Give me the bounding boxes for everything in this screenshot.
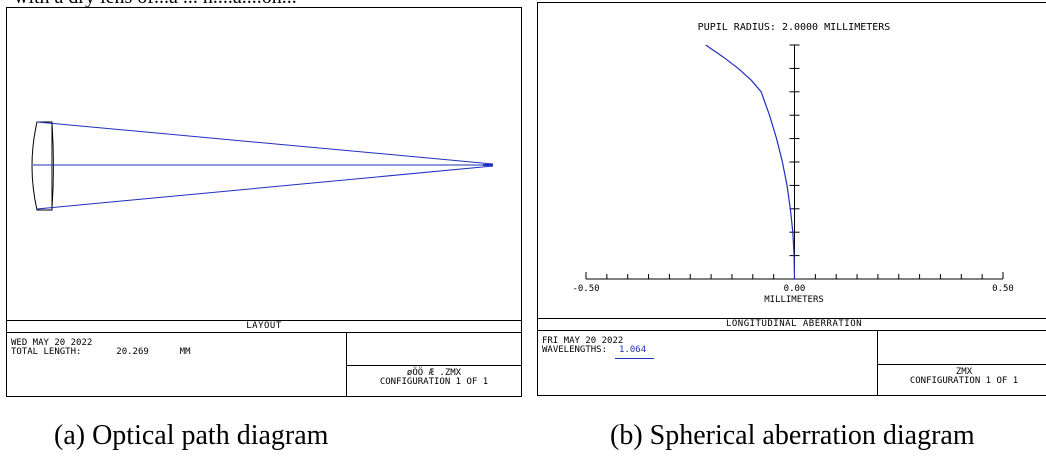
- aberration-panel: PUPIL RADIUS: 2.0000 MILLIMETERS -0.50 0.…: [537, 2, 1046, 396]
- caption-a: (a) Optical path diagram: [54, 420, 329, 451]
- aberration-configuration: CONFIGURATION 1 OF 1: [909, 376, 1019, 386]
- layout-info: WED MAY 20 2022 TOTAL LENGTH: 20.269 MM: [11, 339, 191, 357]
- x-tick-label: 0.50: [992, 284, 1014, 294]
- layout-title: LAYOUT: [7, 320, 521, 333]
- aberration-config-box: ZMX CONFIGURATION 1 OF 1: [878, 364, 1046, 395]
- layout-file-name: øÖÖ Æ .ZMX: [406, 368, 462, 378]
- caption-b: (b) Spherical aberration diagram: [610, 420, 975, 451]
- pupil-radius-label: PUPIL RADIUS: 2.0000 MILLIMETERS: [698, 22, 891, 33]
- layout-diagram: [31, 121, 494, 211]
- aberration-curve: [705, 44, 796, 280]
- x-tick-label: 0.00: [784, 284, 806, 294]
- lens-element: [31, 121, 53, 211]
- layout-config-box: øÖÖ Æ .ZMX CONFIGURATION 1 OF 1: [347, 365, 521, 396]
- aberration-file-box: ZMX CONFIGURATION 1 OF 1: [877, 330, 1046, 395]
- layout-date: WED MAY 20 2022: [11, 338, 93, 348]
- upper-marginal-ray: [36, 121, 494, 165]
- aberration-title: LONGITUDINAL ABERRATION: [538, 318, 1046, 331]
- total-length-label: TOTAL LENGTH:: [11, 347, 82, 357]
- aberration-file-name: ZMX: [955, 367, 973, 377]
- wavelength-value: 1.064: [615, 346, 655, 359]
- layout-plot-area: [7, 8, 521, 320]
- aberration-chart: PUPIL RADIUS: 2.0000 MILLIMETERS -0.50 0.…: [572, 22, 1014, 305]
- aberration-info: FRI MAY 20 2022 WAVELENGTHS: 1.064: [542, 336, 655, 359]
- total-length-unit: MM: [179, 347, 191, 357]
- lower-marginal-ray: [36, 165, 494, 210]
- top-caption-fragment: with a dry lens of...a ... n....a....on.…: [0, 0, 560, 8]
- x-axis-unit-label: MILLIMETERS: [764, 295, 824, 305]
- top-caption-text: with a dry lens of...a ... n....a....on.…: [14, 0, 297, 8]
- aberration-date: FRI MAY 20 2022: [542, 336, 624, 346]
- wavelength-row: WAVELENGTHS: 1.064: [542, 345, 655, 359]
- layout-panel: LAYOUT WED MAY 20 2022 TOTAL LENGTH: 20.…: [6, 7, 522, 397]
- aberration-plot-area: PUPIL RADIUS: 2.0000 MILLIMETERS -0.50 0.…: [538, 3, 1046, 318]
- layout-configuration: CONFIGURATION 1 OF 1: [379, 377, 489, 387]
- layout-file-box: øÖÖ Æ .ZMX CONFIGURATION 1 OF 1: [346, 332, 521, 396]
- total-length-row: TOTAL LENGTH: 20.269 MM: [11, 348, 191, 357]
- wavelength-label: WAVELENGTHS:: [542, 345, 608, 355]
- x-tick-label: -0.50: [572, 284, 599, 294]
- total-length-value: 20.269: [116, 347, 149, 357]
- lens-back-surface: [51, 121, 54, 211]
